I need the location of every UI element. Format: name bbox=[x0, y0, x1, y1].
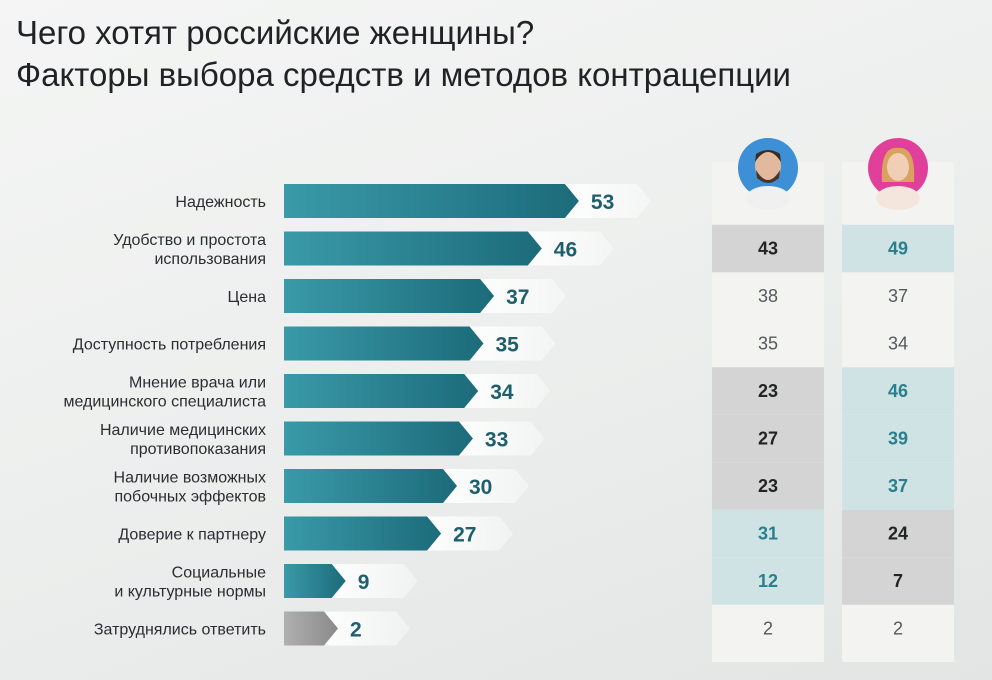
man-avatar-icon bbox=[738, 138, 798, 210]
column-value: 12 bbox=[758, 571, 778, 591]
value-tag-bg bbox=[437, 469, 529, 503]
column-value: 2 bbox=[763, 619, 773, 639]
bar-value-label: 35 bbox=[496, 334, 520, 357]
value-tag-bg bbox=[318, 611, 410, 646]
bar bbox=[284, 231, 542, 266]
comparison-columns: 5343383523272331122544937344639372472 bbox=[712, 138, 954, 662]
category-label: Социальные и культурные нормы bbox=[114, 565, 266, 601]
column-value: 23 bbox=[758, 476, 778, 496]
bar-value-label: 34 bbox=[490, 381, 514, 404]
value-tag-bg bbox=[474, 279, 567, 313]
bar bbox=[284, 611, 338, 646]
column-cell bbox=[842, 367, 954, 415]
column-cell bbox=[712, 414, 824, 463]
bar-value-label: 27 bbox=[453, 524, 476, 547]
bar-value-label: 53 bbox=[591, 191, 614, 214]
bar bbox=[284, 421, 473, 456]
column-cell bbox=[712, 462, 824, 510]
bar-value-label: 9 bbox=[358, 571, 370, 594]
column-cell bbox=[842, 224, 954, 273]
column-value: 38 bbox=[758, 286, 778, 306]
bar-value-label: 33 bbox=[485, 429, 508, 452]
category-label: Надежность bbox=[175, 194, 266, 211]
bar bbox=[284, 326, 484, 361]
column-cell bbox=[842, 414, 954, 463]
column-cell bbox=[712, 367, 824, 415]
column-value: 35 bbox=[758, 334, 778, 354]
column-value: 24 bbox=[888, 524, 908, 544]
category-label: Затруднялись ответить bbox=[94, 622, 266, 639]
column-value: 34 bbox=[888, 334, 908, 354]
category-label: Доступность потребления bbox=[73, 337, 266, 354]
chart-title-line2: Факторы выбора средств и методов контрац… bbox=[16, 56, 791, 93]
column-cell bbox=[712, 557, 824, 605]
bar-value-label: 30 bbox=[469, 476, 492, 499]
chart-title: Чего хотят российские женщины? Факторы в… bbox=[16, 12, 791, 96]
column-value: 7 bbox=[893, 571, 903, 591]
category-label: Удобство и простота использования bbox=[113, 232, 266, 268]
column-cell bbox=[842, 462, 954, 510]
column-cell bbox=[842, 557, 954, 605]
column-value: 39 bbox=[888, 429, 908, 449]
bar bbox=[284, 516, 442, 551]
category-label: Наличие возможных побочных эффектов bbox=[114, 470, 266, 506]
value-tag-bg bbox=[463, 326, 556, 361]
column-value: 37 bbox=[888, 476, 908, 496]
bar bbox=[284, 279, 495, 313]
category-label: Цена bbox=[228, 289, 267, 306]
column-value: 43 bbox=[758, 239, 778, 259]
bar bbox=[284, 564, 346, 598]
column-value: 37 bbox=[888, 286, 908, 306]
column-value: 23 bbox=[758, 381, 778, 401]
column-value: 49 bbox=[888, 239, 908, 259]
value-tag-bg bbox=[521, 231, 614, 266]
category-label: Наличие медицинских противопоказания bbox=[100, 422, 266, 458]
column-value: 31 bbox=[758, 524, 778, 544]
value-tag-bg bbox=[452, 421, 545, 456]
column-cell bbox=[712, 224, 824, 273]
bar bbox=[284, 469, 457, 503]
bar-value-label: 2 bbox=[350, 619, 362, 642]
value-tag-bg bbox=[458, 374, 551, 408]
value-tag-bg bbox=[325, 564, 418, 598]
category-label: Мнение врача или медицинского специалиста bbox=[63, 375, 266, 411]
bar-value-label: 37 bbox=[506, 286, 529, 309]
column-cell bbox=[842, 509, 954, 558]
column-value: 46 bbox=[888, 381, 908, 401]
value-tag-bg bbox=[558, 184, 651, 218]
value-tag-bg bbox=[421, 516, 514, 551]
woman-avatar-icon bbox=[868, 138, 928, 210]
bar bbox=[284, 184, 579, 218]
column-cell bbox=[712, 509, 824, 558]
bar bbox=[284, 374, 479, 408]
column-value: 2 bbox=[893, 619, 903, 639]
bars-layer: 53 Надежность 46 Удобство и простота использ… bbox=[63, 184, 651, 646]
chart-title-line1: Чего хотят российские женщины? bbox=[16, 14, 535, 51]
bar-value-label: 46 bbox=[554, 239, 577, 262]
column-value: 27 bbox=[758, 429, 778, 449]
category-label: Доверие к партнеру bbox=[118, 527, 266, 544]
